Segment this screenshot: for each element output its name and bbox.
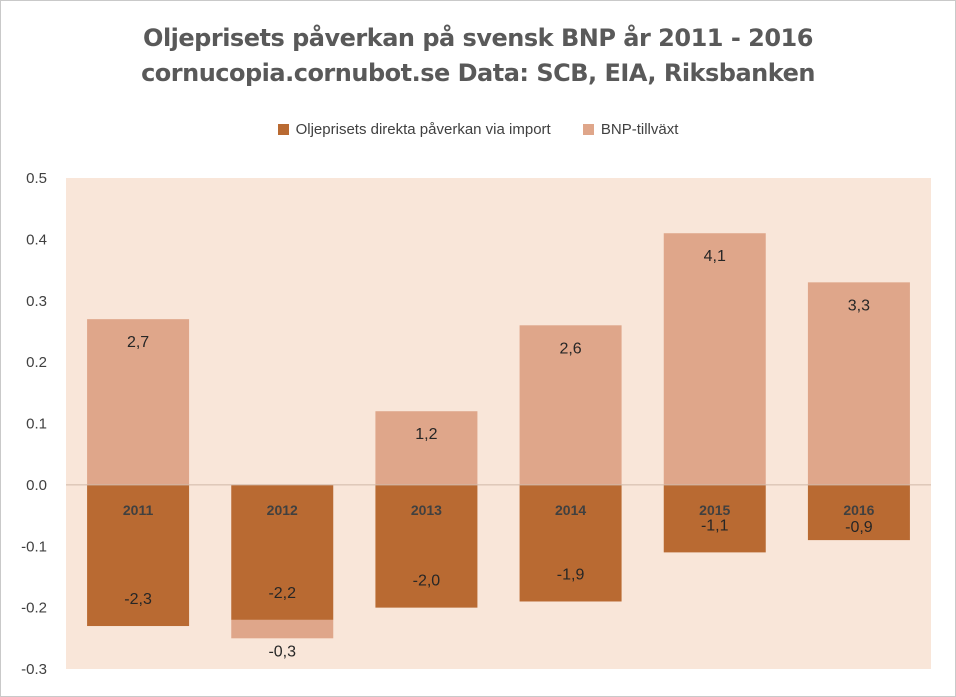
data-label: 3,3	[848, 297, 870, 314]
x-category-label: 2011	[123, 502, 154, 518]
bar-bnp	[663, 233, 766, 485]
bar-import	[375, 484, 478, 608]
y-tick-label: 0.1	[26, 416, 47, 433]
legend-item-import: Oljeprisets direkta påverkan via import	[277, 121, 551, 138]
bar-import	[807, 484, 910, 541]
chart-title: Oljeprisets påverkan på svensk BNP år 20…	[143, 24, 813, 52]
bar-bnp	[87, 319, 190, 485]
data-label: -2,0	[413, 573, 441, 590]
bar-import	[231, 484, 334, 620]
data-label: 2,7	[127, 334, 149, 351]
bar-bnp	[807, 282, 910, 485]
x-category-label: 2016	[843, 502, 874, 518]
data-label: 2,6	[559, 340, 581, 357]
x-category-label: 2012	[267, 502, 298, 518]
data-label: -1,1	[701, 517, 729, 534]
data-label: 4,1	[704, 248, 726, 265]
data-label: -2,2	[268, 585, 296, 602]
legend-swatch-import	[277, 124, 289, 135]
y-tick-label: -0.1	[21, 538, 47, 555]
bar-bnp	[231, 619, 334, 639]
legend: Oljeprisets direkta påverkan via import …	[0, 121, 956, 139]
bar-import	[519, 484, 622, 602]
y-tick-label: 0.0	[26, 477, 47, 494]
data-label: -0,9	[845, 519, 873, 536]
bar-bnp	[519, 325, 622, 485]
data-label: -0,3	[268, 643, 296, 660]
bar-bnp	[375, 411, 478, 485]
y-tick-label: 0.5	[26, 170, 47, 187]
data-label: -2,3	[124, 591, 152, 608]
y-tick-label: -0.2	[21, 600, 47, 617]
x-category-label: 2013	[411, 502, 442, 518]
data-label: -1,9	[557, 566, 585, 583]
y-tick-label: 0.2	[26, 354, 47, 371]
plot-area	[66, 178, 931, 669]
legend-item-bnp: BNP-tillväxt	[582, 121, 679, 138]
y-tick-label: 0.3	[26, 293, 47, 310]
y-tick-label: 0.4	[26, 231, 47, 248]
x-category-label: 2014	[555, 502, 586, 518]
legend-label-import: Oljeprisets direkta påverkan via import	[295, 121, 551, 138]
data-label: 1,2	[415, 426, 437, 443]
y-tick-label: -0.3	[21, 661, 47, 678]
legend-swatch-bnp	[582, 124, 594, 135]
legend-label-bnp: BNP-tillväxt	[600, 121, 679, 138]
bar-import	[87, 484, 190, 627]
bar-import	[663, 484, 766, 553]
chart-subtitle: cornucopia.cornubot.se Data: SCB, EIA, R…	[141, 59, 815, 87]
x-category-label: 2015	[699, 502, 730, 518]
